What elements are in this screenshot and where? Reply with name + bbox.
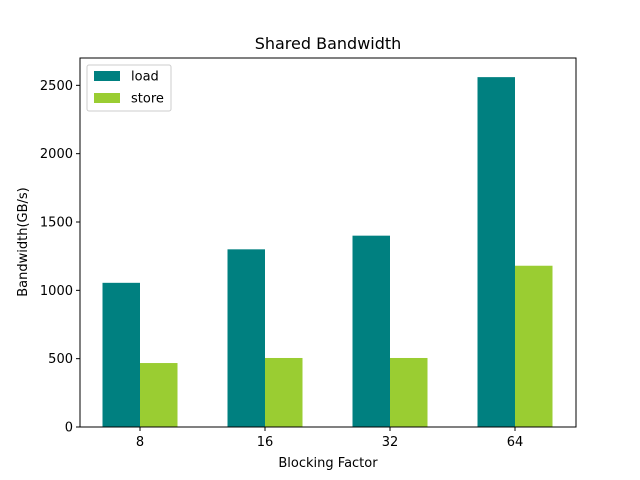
bar-load-64 xyxy=(477,77,515,427)
bar-store-16 xyxy=(265,357,303,427)
x-axis-label: Blocking Factor xyxy=(278,456,378,471)
axes-frame xyxy=(79,57,577,428)
x-tick-label: 64 xyxy=(507,435,524,450)
legend-swatch-store xyxy=(94,93,120,103)
legend: load store xyxy=(86,64,172,112)
y-tick-label: 500 xyxy=(48,352,73,367)
bar-load-32 xyxy=(352,235,390,427)
chart-title: Shared Bandwidth xyxy=(255,34,402,53)
x-tick-label: 32 xyxy=(382,435,399,450)
x-tick-label: 8 xyxy=(136,435,144,450)
y-axis-label: Bandwidth(GB/s) xyxy=(16,187,31,297)
bar-store-32 xyxy=(390,357,428,427)
y-tick-label: 1000 xyxy=(40,284,73,299)
bar-load-8 xyxy=(102,282,140,427)
bar-load-16 xyxy=(227,249,265,427)
y-tick-label: 2500 xyxy=(40,79,73,94)
bar-store-8 xyxy=(140,363,178,427)
bar-store-64 xyxy=(515,265,553,427)
y-tick-label: 1500 xyxy=(40,216,73,231)
legend-label-load: load xyxy=(131,70,159,85)
legend-label-store: store xyxy=(131,92,164,107)
legend-swatch-load xyxy=(94,71,120,81)
y-tick-label: 2000 xyxy=(40,147,73,162)
plot-area: 8 16 32 64 0 500 1000 1500 2000 2500 xyxy=(40,57,577,450)
x-tick-label: 16 xyxy=(257,435,274,450)
y-tick-label: 0 xyxy=(65,421,73,436)
